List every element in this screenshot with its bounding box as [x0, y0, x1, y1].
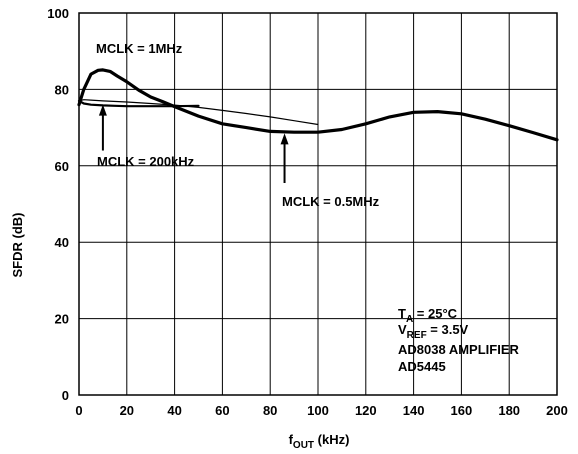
y-tick-label: 20 [55, 312, 69, 327]
condition-vref-main: V [398, 322, 407, 337]
y-axis-title: SFDR (dB) [10, 213, 25, 278]
x-tick-label: 80 [263, 403, 277, 418]
x-axis-title-unit: (kHz) [314, 432, 349, 447]
series-line-mclk-0-5mhz [78, 99, 319, 126]
x-tick-label: 200 [546, 403, 568, 418]
x-tick-label: 40 [167, 403, 181, 418]
series-line-mclk-1mhz [77, 68, 559, 142]
x-tick-label: 0 [75, 403, 82, 418]
label-mclk-200khz: MCLK = 200kHz [97, 154, 195, 169]
condition-vref-rest: = 3.5V [427, 322, 469, 337]
condition-vref-sub: REF [407, 330, 427, 341]
arrow-head [98, 104, 107, 116]
y-tick-label: 100 [47, 6, 69, 21]
condition-vref: VREF = 3.5V [398, 322, 469, 341]
x-tick-label: 160 [451, 403, 473, 418]
grid [79, 13, 557, 395]
series-line-mclk-200khz [77, 99, 200, 108]
condition-ta-main: T [398, 306, 406, 321]
x-tick-label: 100 [307, 403, 329, 418]
condition-ta-rest: = 25°C [413, 306, 457, 321]
x-tick-label: 180 [498, 403, 520, 418]
x-tick-label: 140 [403, 403, 425, 418]
label-mclk-05mhz: MCLK = 0.5MHz [282, 194, 380, 209]
y-tick-label: 0 [62, 388, 69, 403]
x-tick-label: 120 [355, 403, 377, 418]
condition-ta: TA = 25°C [398, 306, 458, 325]
y-tick-label: 40 [55, 235, 69, 250]
plot-frame [78, 12, 558, 396]
series-lines [77, 68, 559, 142]
condition-ta-sub: A [406, 314, 413, 325]
y-tick-label: 60 [55, 159, 69, 174]
label-mclk-1mhz: MCLK = 1MHz [96, 41, 183, 56]
arrow-head [280, 133, 289, 145]
x-axis-title-sub: OUT [293, 440, 314, 451]
x-tick-labels: 0 20 40 60 80 100 120 140 160 180 200 [75, 403, 567, 418]
y-tick-label: 80 [55, 82, 69, 97]
annotation-arrows [98, 104, 289, 183]
x-axis-title-main: f [289, 432, 294, 447]
condition-part: AD5445 [398, 359, 446, 374]
x-tick-label: 20 [120, 403, 134, 418]
x-axis-title: fOUT (kHz) [289, 432, 350, 451]
condition-amplifier: AD8038 AMPLIFIER [398, 342, 519, 357]
x-tick-label: 60 [215, 403, 229, 418]
y-tick-labels: 0 20 40 60 80 100 [47, 6, 69, 403]
